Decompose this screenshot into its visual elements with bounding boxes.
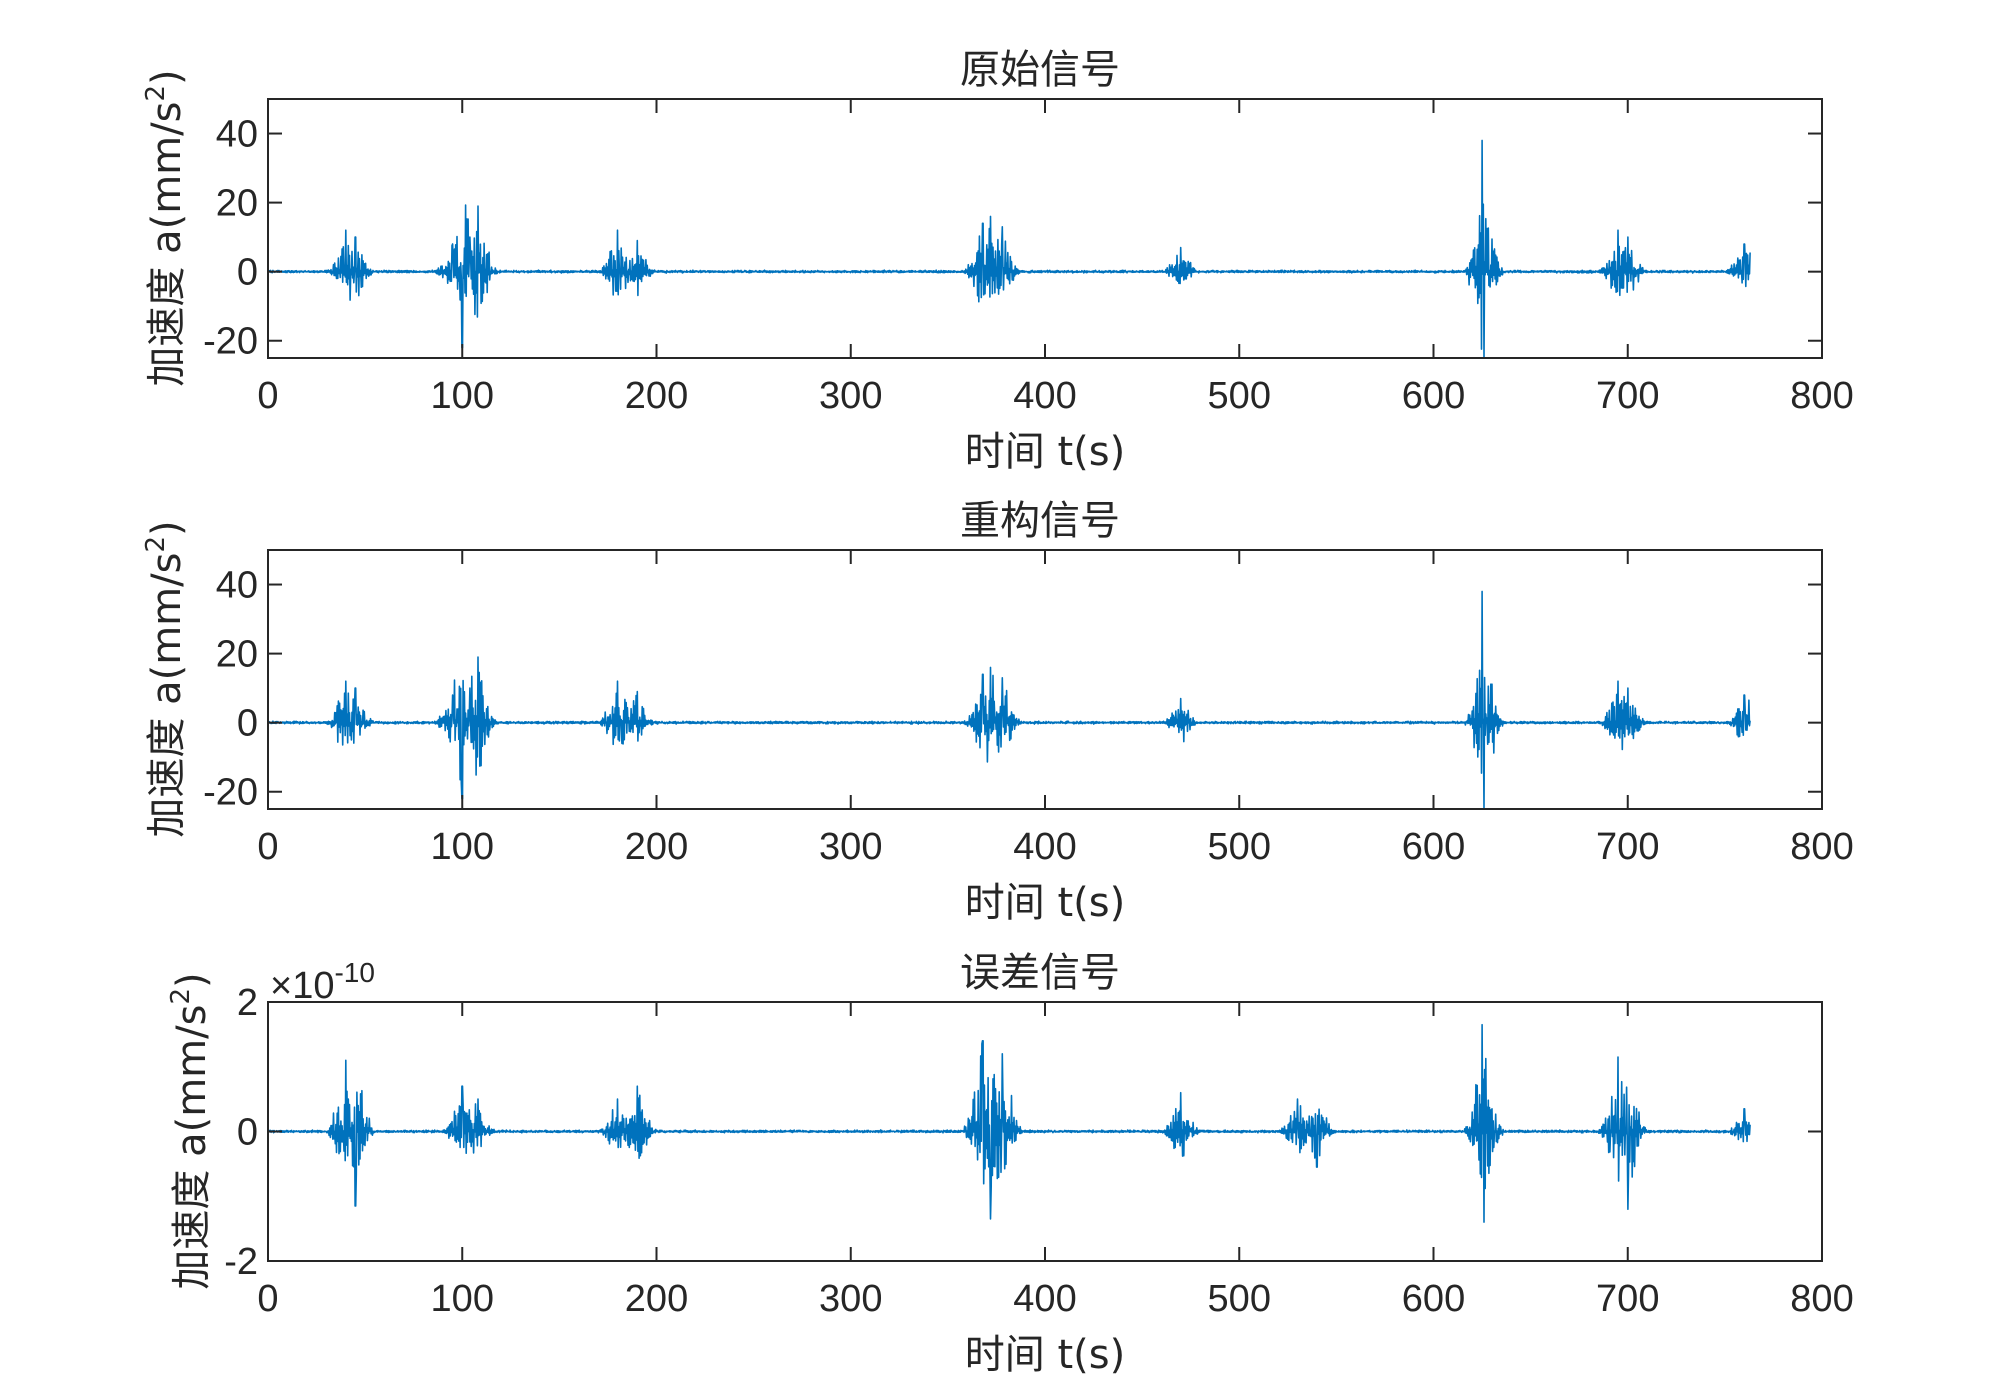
y-tick-label: 0 bbox=[237, 252, 258, 294]
plot-error-signal: 误差信号 ×10-10 0 100 200 300 400 500 600 700 800 -2… bbox=[166, 950, 1854, 1374]
y-axis-label-close: ) bbox=[144, 69, 190, 85]
x-ticks: 0 100 200 300 400 500 600 700 800 bbox=[257, 1002, 1854, 1320]
x-tick-label: 700 bbox=[1596, 826, 1659, 868]
y-multiplier: ×10-10 bbox=[270, 957, 375, 1007]
x-tick-label: 200 bbox=[625, 826, 688, 868]
plot-title: 误差信号 bbox=[960, 950, 1120, 996]
x-tick-label: 200 bbox=[625, 375, 688, 417]
signal-trace bbox=[267, 139, 1751, 359]
x-axis-label: 时间 t(s) bbox=[965, 1332, 1125, 1374]
y-ticks: -20 0 20 40 bbox=[203, 565, 1822, 814]
x-tick-label: 0 bbox=[257, 1278, 278, 1320]
y-tick-label: -20 bbox=[203, 321, 258, 363]
y-ticks: -2 0 2 bbox=[224, 982, 1822, 1283]
y-axis-label-close: ) bbox=[144, 520, 190, 536]
y-axis-label: 加速度 a(mm/s2) bbox=[141, 520, 190, 837]
x-tick-label: 400 bbox=[1013, 375, 1076, 417]
x-tick-label: 300 bbox=[819, 1278, 882, 1320]
y-ticks: -20 0 20 40 bbox=[203, 114, 1822, 363]
plot-original-signal: 原始信号 0 100 200 300 400 500 600 700 800 -2002040 … bbox=[141, 47, 1854, 475]
y-axis-label: 加速度 a(mm/s2) bbox=[166, 972, 215, 1289]
x-tick-label: 800 bbox=[1790, 1278, 1853, 1320]
y-axis-label-sup: 2 bbox=[141, 85, 171, 102]
x-tick-label: 600 bbox=[1402, 375, 1465, 417]
x-tick-label: 400 bbox=[1013, 1278, 1076, 1320]
x-tick-label: 800 bbox=[1790, 375, 1853, 417]
y-axis-label-sup: 2 bbox=[141, 536, 171, 553]
x-tick-label: 100 bbox=[431, 1278, 494, 1320]
y-axis-label-sup: 2 bbox=[166, 988, 196, 1005]
x-tick-label: 500 bbox=[1208, 375, 1271, 417]
y-tick-label: 20 bbox=[216, 634, 258, 676]
x-ticks: 0 100 200 300 400 500 600 700 800 bbox=[257, 550, 1854, 868]
plot-title: 原始信号 bbox=[960, 47, 1120, 93]
x-tick-label: 500 bbox=[1208, 826, 1271, 868]
x-tick-label: 300 bbox=[819, 826, 882, 868]
y-axis-label-close: ) bbox=[169, 972, 215, 988]
x-tick-label: 300 bbox=[819, 375, 882, 417]
x-axis-label: 时间 t(s) bbox=[965, 429, 1125, 475]
x-tick-label: 200 bbox=[625, 1278, 688, 1320]
axes-frame bbox=[267, 549, 1823, 810]
y-axis-label-text: 加速度 a(mm/s bbox=[144, 102, 190, 387]
y-tick-label: -2 bbox=[224, 1241, 258, 1283]
x-tick-label: 600 bbox=[1402, 1278, 1465, 1320]
y-multiplier-base: ×10 bbox=[270, 965, 334, 1007]
x-ticks: 0 100 200 300 400 500 600 700 800 bbox=[257, 99, 1854, 417]
signal-trace-group bbox=[267, 1023, 1751, 1223]
signal-trace-group bbox=[267, 139, 1751, 359]
x-tick-label: 100 bbox=[431, 375, 494, 417]
y-tick-label: -20 bbox=[203, 772, 258, 814]
y-tick-label: 2 bbox=[237, 982, 258, 1024]
y-tick-label: 40 bbox=[216, 114, 258, 156]
x-tick-label: 800 bbox=[1790, 826, 1853, 868]
x-tick-label: 0 bbox=[257, 826, 278, 868]
plot-title: 重构信号 bbox=[960, 498, 1120, 544]
signal-trace-group bbox=[267, 590, 1751, 810]
x-tick-label: 100 bbox=[431, 826, 494, 868]
y-axis-label-text: 加速度 a(mm/s bbox=[144, 553, 190, 838]
x-tick-label: 700 bbox=[1596, 1278, 1659, 1320]
y-tick-label: 40 bbox=[216, 565, 258, 607]
axes-frame bbox=[267, 98, 1823, 359]
y-tick-label: 0 bbox=[237, 1112, 258, 1154]
plot-reconstructed-signal: 重构信号 0 100 200 300 400 500 600 700 800 -2002040 … bbox=[141, 498, 1854, 926]
y-tick-label: 20 bbox=[216, 183, 258, 225]
y-axis-label-text: 加速度 a(mm/s bbox=[169, 1005, 215, 1290]
x-tick-label: 700 bbox=[1596, 375, 1659, 417]
y-tick-label: 0 bbox=[237, 703, 258, 745]
signal-trace bbox=[267, 590, 1751, 810]
y-multiplier-exp: -10 bbox=[334, 957, 374, 988]
signal-trace bbox=[267, 1023, 1751, 1223]
y-axis-label: 加速度 a(mm/s2) bbox=[141, 69, 190, 386]
x-tick-label: 400 bbox=[1013, 826, 1076, 868]
x-tick-label: 600 bbox=[1402, 826, 1465, 868]
x-tick-label: 500 bbox=[1208, 1278, 1271, 1320]
x-tick-label: 0 bbox=[257, 375, 278, 417]
x-axis-label: 时间 t(s) bbox=[965, 880, 1125, 926]
